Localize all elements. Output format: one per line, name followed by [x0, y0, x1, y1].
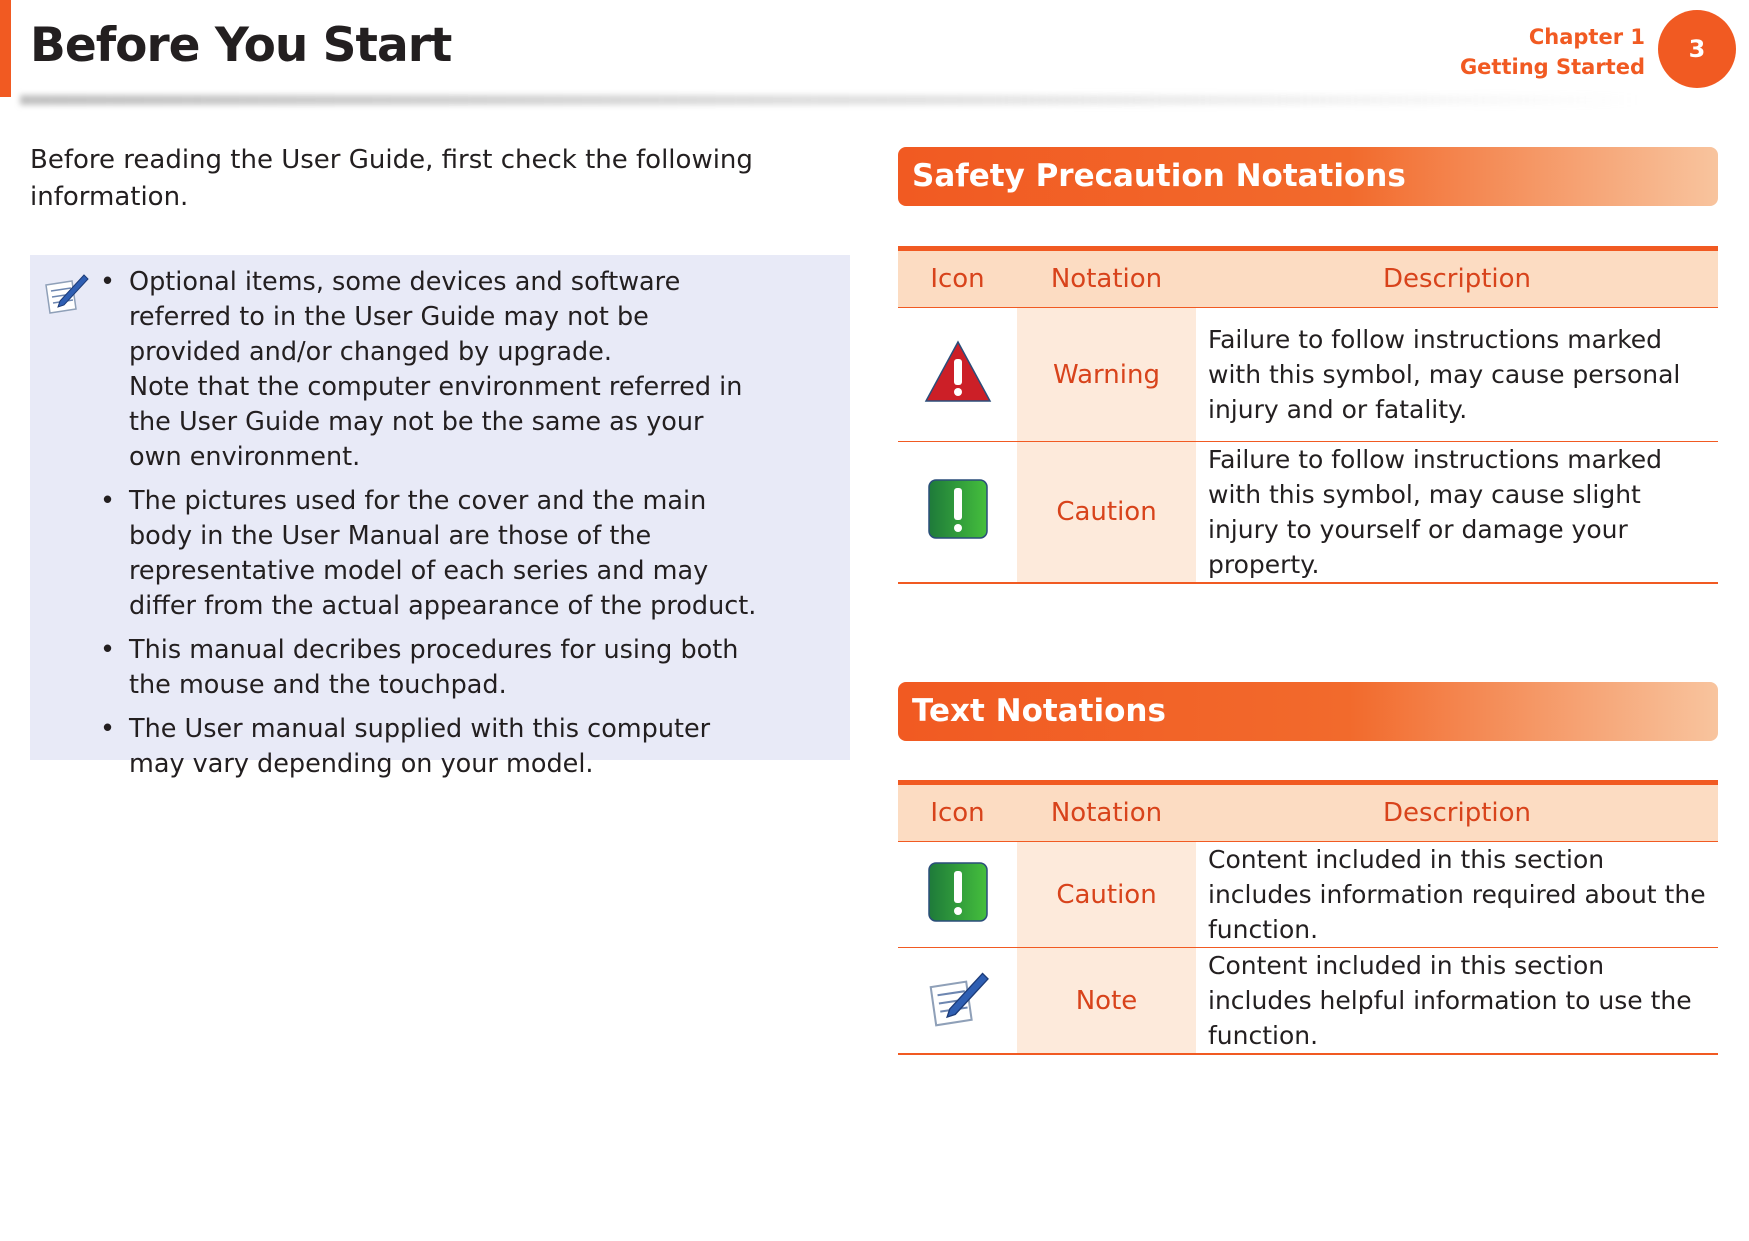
notation-label: Caution [1017, 841, 1196, 948]
note-item: • The User manual supplied with this comp… [100, 714, 711, 779]
table-row: Caution Content included in this section… [898, 841, 1718, 948]
note-list: • Optional items, some devices and softwa… [30, 265, 759, 791]
table-header-row: Icon Notation Description [898, 248, 1718, 308]
safety-section-heading: Safety Precaution Notations [898, 147, 1718, 206]
notation-description: Failure to follow instructions marked wi… [1196, 441, 1718, 584]
note-item: • Optional items, some devices and softwa… [100, 267, 743, 472]
notation-label: Warning [1017, 307, 1196, 442]
table-row: Warning Failure to follow instructions m… [898, 307, 1718, 442]
safety-notation-table: Icon Notation Description Warning Failur… [898, 246, 1718, 584]
note-item: • This manual decribes procedures for usi… [100, 635, 739, 700]
chapter-title: Getting Started [1459, 55, 1645, 79]
note-item: • The pictures used for the cover and the… [100, 486, 757, 621]
chapter-number: Chapter 1 [1528, 25, 1645, 49]
warning-triangle-icon [924, 339, 991, 402]
notation-description: Content included in this section include… [1196, 947, 1718, 1055]
column-header: Notation [1017, 782, 1196, 842]
intro-text: Before reading the User Guide, first che… [30, 145, 753, 212]
caution-exclamation-icon [927, 861, 988, 922]
text-notation-table: Icon Notation Description Caution Conten… [898, 780, 1718, 1055]
column-header: Icon [898, 782, 1017, 842]
column-header: Description [1196, 248, 1718, 308]
chapter-label: Chapter 1 Getting Started [1460, 22, 1645, 82]
caution-exclamation-icon [927, 479, 988, 539]
table-row: Note Content included in this section in… [898, 947, 1718, 1055]
note-pencil-icon [45, 274, 89, 314]
table-header-row: Icon Notation Description [898, 782, 1718, 842]
header-divider [20, 95, 1640, 105]
table-row: Caution Failure to follow instructions m… [898, 441, 1718, 584]
notation-label: Caution [1017, 441, 1196, 584]
page-number-badge: 3 [1658, 10, 1736, 88]
text-notations-heading: Text Notations [898, 682, 1718, 741]
notation-description: Failure to follow instructions marked wi… [1196, 307, 1718, 442]
column-header: Description [1196, 782, 1718, 842]
note-box: • Optional items, some devices and softwa… [30, 255, 850, 779]
header-accent-bar [0, 0, 11, 97]
notation-label: Note [1017, 947, 1196, 1055]
column-header: Notation [1017, 248, 1196, 308]
notation-description: Content included in this section include… [1196, 841, 1718, 948]
page-title: Before You Start [30, 18, 452, 73]
column-header: Icon [898, 248, 1017, 308]
note-pencil-icon [929, 971, 989, 1026]
